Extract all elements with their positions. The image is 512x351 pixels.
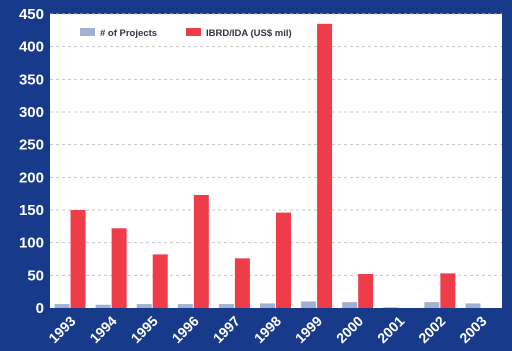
- y-tick-label: 200: [19, 169, 44, 186]
- legend-swatch-ibrd-ida: [186, 28, 201, 36]
- bar-projects: [218, 304, 234, 308]
- y-tick-label: 100: [19, 235, 44, 252]
- y-tick-label: 300: [19, 104, 44, 121]
- bars: [54, 23, 481, 309]
- bar-ibrd-ida: [152, 254, 168, 308]
- x-tick-label: 1994: [86, 313, 119, 346]
- bar-ibrd-ida: [440, 273, 456, 308]
- bar-ibrd-ida: [358, 274, 374, 308]
- bar-ibrd-ida: [193, 194, 209, 308]
- bar-ibrd-ida: [317, 23, 333, 309]
- bar-projects: [424, 302, 440, 308]
- x-tick-label: 1997: [210, 313, 243, 346]
- x-tick-label: 1995: [128, 313, 161, 346]
- bar-projects: [54, 304, 70, 308]
- x-tick-label: 1998: [251, 313, 284, 346]
- y-tick-label: 0: [36, 300, 44, 317]
- y-tick-label: 450: [19, 6, 44, 23]
- bar-ibrd-ida: [234, 258, 250, 308]
- bar-projects: [301, 301, 317, 308]
- bar-ibrd-ida: [70, 210, 86, 308]
- x-tick-label: 1993: [45, 313, 78, 346]
- bar-projects: [95, 304, 111, 308]
- x-tick-label: 2003: [456, 313, 489, 346]
- legend-swatch-projects: [80, 28, 95, 36]
- bar-projects: [465, 303, 481, 308]
- bar-ibrd-ida: [276, 212, 291, 308]
- legend-label-projects: # of Projects: [100, 28, 157, 39]
- y-tick-label: 150: [19, 202, 44, 219]
- y-tick-label: 350: [19, 71, 44, 88]
- legend: # of Projects IBRD/IDA (US$ mil): [70, 22, 310, 42]
- bar-projects: [260, 303, 275, 308]
- bar-projects: [136, 304, 152, 308]
- bar-projects: [177, 304, 193, 308]
- bar-projects: [383, 307, 399, 308]
- y-tick-label: 250: [19, 137, 44, 154]
- y-axis-ticks: 0 50 100 150 200 250 300 350 400 450: [19, 6, 44, 317]
- x-tick-label: 1999: [292, 313, 325, 346]
- x-tick-label: 1996: [169, 313, 202, 346]
- bar-projects: [342, 302, 358, 308]
- x-tick-label: 2001: [374, 313, 407, 346]
- x-axis-ticks: 1993 1994 1995 1996 1997 1998 1999 2000 2001 2002…: [45, 313, 489, 346]
- x-tick-label: 2002: [415, 313, 448, 346]
- x-tick-label: 2000: [333, 313, 366, 346]
- bar-ibrd-ida: [111, 228, 127, 308]
- y-tick-label: 400: [19, 39, 44, 56]
- y-tick-label: 50: [27, 267, 44, 284]
- legend-label-ibrd-ida: IBRD/IDA (US$ mil): [206, 28, 292, 39]
